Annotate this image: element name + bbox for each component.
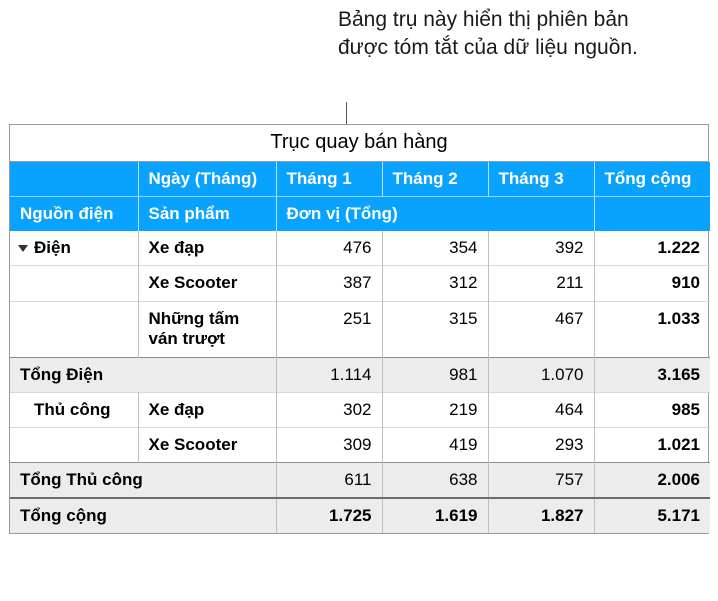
- subtotal-total: 3.165: [594, 357, 710, 392]
- header-source[interactable]: Nguồn điện: [10, 197, 138, 232]
- group-name: Điện: [34, 238, 71, 257]
- group-spacer: [10, 301, 138, 357]
- group-name: Thủ công: [34, 400, 110, 419]
- cell-value: 467: [488, 301, 594, 357]
- cell-value: 211: [488, 266, 594, 301]
- cell-value: 387: [276, 266, 382, 301]
- table-row: Điện Xe đạp 476 354 392 1.222: [10, 231, 710, 266]
- group-spacer: [10, 266, 138, 301]
- header-month-2[interactable]: Tháng 2: [382, 162, 488, 197]
- subtotal-value: 611: [276, 463, 382, 499]
- product-label: Xe Scooter: [138, 427, 276, 462]
- header-product[interactable]: Sản phẩm: [138, 197, 276, 232]
- cell-value: 315: [382, 301, 488, 357]
- callout-leader-line: [346, 102, 347, 124]
- table-row: Xe Scooter 309 419 293 1.021: [10, 427, 710, 462]
- subtotal-value: 981: [382, 357, 488, 392]
- cell-row-total: 1.021: [594, 427, 710, 462]
- grand-total-total: 5.171: [594, 498, 710, 533]
- cell-row-total: 985: [594, 392, 710, 427]
- product-label: Xe đạp: [138, 392, 276, 427]
- cell-value: 419: [382, 427, 488, 462]
- cell-value: 293: [488, 427, 594, 462]
- subtotal-value: 1.070: [488, 357, 594, 392]
- header-row-2: Nguồn điện Sản phẩm Đơn vị (Tổng): [10, 197, 710, 232]
- cell-value: 392: [488, 231, 594, 266]
- cell-value: 312: [382, 266, 488, 301]
- cell-value: 309: [276, 427, 382, 462]
- callout-text: Bảng trụ này hiển thị phiên bản được tóm…: [338, 6, 678, 63]
- header-blank: [10, 162, 138, 197]
- cell-row-total: 1.033: [594, 301, 710, 357]
- table-row: Những tấm ván trượt 251 315 467 1.033: [10, 301, 710, 357]
- grand-total-value: 1.725: [276, 498, 382, 533]
- header-date[interactable]: Ngày (Tháng): [138, 162, 276, 197]
- header-month-3[interactable]: Tháng 3: [488, 162, 594, 197]
- header-row-1: Ngày (Tháng) Tháng 1 Tháng 2 Tháng 3 Tổn…: [10, 162, 710, 197]
- cell-value: 476: [276, 231, 382, 266]
- header-unit-total[interactable]: Đơn vị (Tổng): [276, 197, 594, 232]
- pivot-table-container: Trục quay bán hàng Ngày (Tháng) Tháng 1 …: [9, 124, 709, 534]
- grand-total-value: 1.619: [382, 498, 488, 533]
- cell-row-total: 1.222: [594, 231, 710, 266]
- pivot-table: Ngày (Tháng) Tháng 1 Tháng 2 Tháng 3 Tổn…: [10, 162, 710, 533]
- group-spacer: [10, 427, 138, 462]
- grand-total-label: Tổng cộng: [10, 498, 276, 533]
- cell-value: 464: [488, 392, 594, 427]
- table-row: Thủ công Xe đạp 302 219 464 985: [10, 392, 710, 427]
- header-month-1[interactable]: Tháng 1: [276, 162, 382, 197]
- table-row: Xe Scooter 387 312 211 910: [10, 266, 710, 301]
- subtotal-row-thucong: Tổng Thủ công 611 638 757 2.006: [10, 463, 710, 499]
- product-label: Xe đạp: [138, 231, 276, 266]
- subtotal-row-dien: Tổng Điện 1.114 981 1.070 3.165: [10, 357, 710, 392]
- group-toggle-dien[interactable]: Điện: [10, 231, 138, 266]
- grand-total-row: Tổng cộng 1.725 1.619 1.827 5.171: [10, 498, 710, 533]
- subtotal-label: Tổng Điện: [10, 357, 276, 392]
- header-total[interactable]: Tổng cộng: [594, 162, 710, 197]
- cell-row-total: 910: [594, 266, 710, 301]
- cell-value: 302: [276, 392, 382, 427]
- header-total-blank: [594, 197, 710, 232]
- subtotal-value: 1.114: [276, 357, 382, 392]
- subtotal-label: Tổng Thủ công: [10, 463, 276, 499]
- product-label: Xe Scooter: [138, 266, 276, 301]
- grand-total-value: 1.827: [488, 498, 594, 533]
- subtotal-total: 2.006: [594, 463, 710, 499]
- chevron-down-icon: [18, 245, 28, 252]
- pivot-title: Trục quay bán hàng: [10, 125, 708, 162]
- cell-value: 219: [382, 392, 488, 427]
- product-label: Những tấm ván trượt: [138, 301, 276, 357]
- group-toggle-thucong[interactable]: Thủ công: [10, 392, 138, 427]
- cell-value: 251: [276, 301, 382, 357]
- subtotal-value: 638: [382, 463, 488, 499]
- cell-value: 354: [382, 231, 488, 266]
- subtotal-value: 757: [488, 463, 594, 499]
